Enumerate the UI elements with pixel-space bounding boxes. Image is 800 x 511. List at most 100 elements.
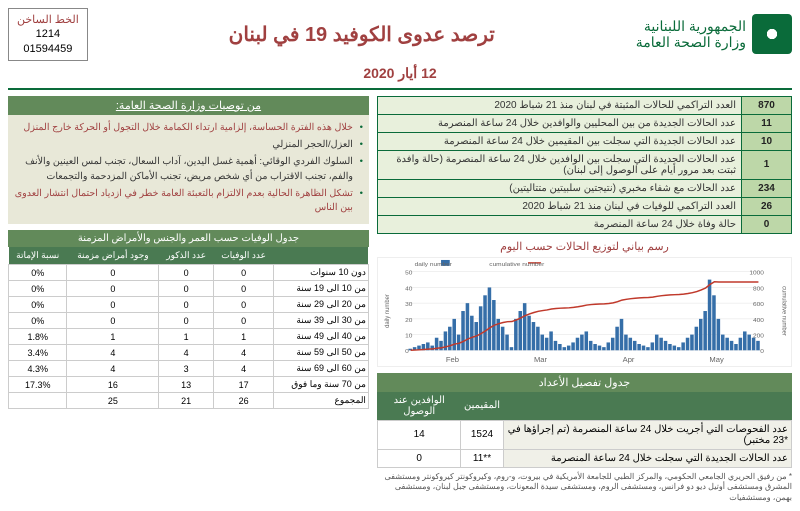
detail-col: المقيمين — [461, 392, 503, 421]
stat-label: العدد التراكمي للوفيات في لبنان منذ 21 ش… — [377, 197, 741, 215]
svg-text:10: 10 — [405, 333, 413, 340]
death-cell: 17 — [213, 377, 273, 393]
death-row-label: المجموع — [274, 393, 369, 409]
svg-text:50: 50 — [405, 270, 413, 277]
hotline-box: الخط الساخن 1214 01594459 — [8, 8, 88, 61]
death-row-label: من 50 الى 59 سنة — [274, 345, 369, 361]
svg-text:daily number: daily number — [415, 261, 452, 268]
recommendation-item: خلال هذه الفترة الحساسة، إلزامية ارتداء … — [14, 121, 363, 135]
stat-label: حالة وفاة خلال 24 ساعة المنصرمة — [377, 215, 741, 233]
death-col: عدد الذكور — [159, 247, 214, 265]
recommendation-item: السلوك الفردي الوقائي: أهمية غسل اليدين،… — [14, 155, 363, 184]
death-cell: 16 — [67, 377, 159, 393]
cases-chart: 0102030405002004006008001000FebMarAprMay… — [377, 257, 792, 367]
death-row-label: من 10 الى 19 سنة — [274, 281, 369, 297]
svg-text:May: May — [709, 355, 724, 364]
recommendations-title: من توصيات وزارة الصحة العامة: — [8, 96, 369, 115]
detail-col: الوافدين عند الوصول — [377, 392, 461, 421]
death-row-label: من 60 الى 69 سنة — [274, 361, 369, 377]
death-cell: 0 — [67, 313, 159, 329]
page-title: ترصد عدوى الكوفيد 19 في لبنان — [88, 22, 636, 47]
ministry-logo — [752, 14, 792, 54]
stat-label: عدد الحالات الجديدة من بين المحليين والو… — [377, 114, 741, 132]
death-col: عدد الوفيات — [213, 247, 273, 265]
death-cell: 13 — [159, 377, 214, 393]
death-cell: 3.4% — [9, 345, 67, 361]
death-cell: 0% — [9, 297, 67, 313]
death-cell: 0% — [9, 313, 67, 329]
death-cell: 4 — [67, 361, 159, 377]
stat-label: عدد الحالات الجديدة التي سجلت بين المقيم… — [377, 132, 741, 150]
recommendations-body: خلال هذه الفترة الحساسة، إلزامية ارتداء … — [8, 115, 369, 225]
svg-text:0: 0 — [760, 348, 764, 355]
svg-text:Feb: Feb — [446, 355, 459, 364]
death-cell: 4 — [213, 361, 273, 377]
death-row-label: من 30 الى 39 سنة — [274, 313, 369, 329]
death-cell: 26 — [213, 393, 273, 409]
stats-table: 870العدد التراكمي للحالات المثبتة في لبن… — [377, 96, 792, 234]
detail-cell: 14 — [377, 420, 461, 449]
svg-text:cumulative number: cumulative number — [489, 261, 544, 268]
death-cell: 4 — [159, 345, 214, 361]
death-cell: 0 — [213, 297, 273, 313]
death-cell: 1.8% — [9, 329, 67, 345]
death-cell: 1 — [213, 329, 273, 345]
detail-cell: **11 — [461, 449, 503, 467]
footnote: * من رفيق الحريري الجامعي الحكومي، والمر… — [377, 472, 792, 503]
death-cell: 0 — [159, 265, 214, 281]
death-cell: 0 — [159, 281, 214, 297]
death-cell: 1 — [67, 329, 159, 345]
divider — [8, 88, 792, 90]
death-cell: 0 — [213, 281, 273, 297]
detail-row-label: عدد الحالات الجديدة التي سجلت خلال 24 سا… — [503, 449, 791, 467]
svg-text:Mar: Mar — [534, 355, 548, 364]
death-row-label: دون 10 سنوات — [274, 265, 369, 281]
death-cell: 0% — [9, 281, 67, 297]
stat-number: 11 — [742, 114, 792, 132]
death-cell: 25 — [67, 393, 159, 409]
stat-number: 10 — [742, 132, 792, 150]
stat-number: 26 — [742, 197, 792, 215]
death-cell: 0 — [67, 297, 159, 313]
detail-title: جدول تفصيل الأعداد — [377, 373, 792, 392]
death-cell: 0 — [213, 265, 273, 281]
recommendation-item: تشكل الظاهرة الحالية بعدم الالتزام بالتع… — [14, 187, 363, 216]
death-col: وجود أمراض مزمنة — [67, 247, 159, 265]
stat-label: عدد الحالات الجديدة التي سجلت بين الوافد… — [377, 150, 741, 179]
detail-cell: 0 — [377, 449, 461, 467]
stat-number: 870 — [742, 96, 792, 114]
death-cell: 0 — [159, 313, 214, 329]
svg-text:20: 20 — [405, 317, 413, 324]
death-row-label: من 70 سنة وما فوق — [274, 377, 369, 393]
stat-number: 234 — [742, 179, 792, 197]
stat-number: 1 — [742, 150, 792, 179]
death-cell: 4 — [213, 345, 273, 361]
death-cell: 3 — [159, 361, 214, 377]
stat-label: عدد الحالات مع شفاء مخبري (نتيجتين سلبيت… — [377, 179, 741, 197]
report-date: 12 أيار 2020 — [8, 65, 792, 82]
svg-text:Apr: Apr — [623, 355, 635, 364]
death-cell: 0 — [67, 281, 159, 297]
death-cell: 0 — [213, 313, 273, 329]
death-row-label: من 40 الى 49 سنة — [274, 329, 369, 345]
deaths-title: جدول الوفيات حسب العمر والجنس والأمراض ا… — [8, 230, 369, 247]
death-row-label: من 20 الى 29 سنة — [274, 297, 369, 313]
recommendation-item: العزل/الحجر المنزلي — [14, 138, 363, 152]
svg-text:600: 600 — [753, 301, 764, 308]
stat-number: 0 — [742, 215, 792, 233]
svg-text:cumulative number: cumulative number — [780, 286, 787, 336]
death-col: نسبة الإماتة — [9, 247, 67, 265]
svg-text:daily number: daily number — [384, 294, 391, 328]
death-cell: 4 — [67, 345, 159, 361]
detail-cell: 1524 — [461, 420, 503, 449]
svg-text:40: 40 — [405, 286, 413, 293]
detail-row-label: عدد الفحوصات التي أجريت خلال 24 ساعة الم… — [503, 420, 791, 449]
death-cell: 21 — [159, 393, 214, 409]
death-cell: 0 — [67, 265, 159, 281]
death-cell: 0 — [159, 297, 214, 313]
detail-table: المقيمينالوافدين عند الوصول عدد الفحوصات… — [377, 392, 792, 468]
death-cell: 0% — [9, 265, 67, 281]
svg-text:800: 800 — [753, 286, 764, 293]
deaths-table: عدد الوفياتعدد الذكوروجود أمراض مزمنةنسب… — [8, 247, 369, 409]
death-cell: 1 — [159, 329, 214, 345]
